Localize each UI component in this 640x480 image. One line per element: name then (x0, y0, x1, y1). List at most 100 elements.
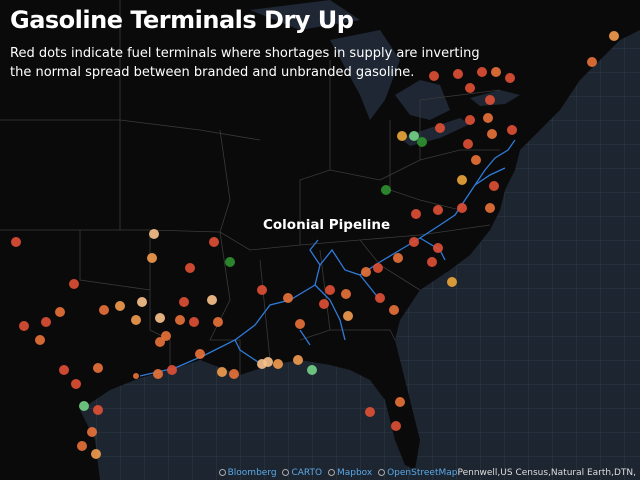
terminal-dot (225, 257, 235, 267)
terminal-dot (409, 237, 419, 247)
terminal-dot (35, 335, 45, 345)
terminal-dot (365, 407, 375, 417)
terminal-dot (373, 263, 383, 273)
terminal-dot (433, 205, 443, 215)
terminal-dot (489, 181, 499, 191)
terminal-dot (491, 67, 501, 77)
terminal-dot (465, 115, 475, 125)
terminal-dot (397, 131, 407, 141)
terminal-dot (325, 285, 335, 295)
terminal-dot (381, 185, 391, 195)
terminal-dot (391, 421, 401, 431)
terminal-dot (41, 317, 51, 327)
terminal-dot (341, 289, 351, 299)
terminal-dot (487, 129, 497, 139)
terminal-dot (11, 237, 21, 247)
terminal-dot (507, 125, 517, 135)
terminal-dot (361, 267, 371, 277)
terminal-dot (389, 305, 399, 315)
terminal-dot (319, 299, 329, 309)
terminal-dot (375, 293, 385, 303)
terminal-dot (149, 229, 159, 239)
terminal-dot (307, 365, 317, 375)
terminal-dot (411, 209, 421, 219)
terminal-dot (153, 369, 163, 379)
terminal-dot (77, 441, 87, 451)
terminal-dot (463, 139, 473, 149)
terminal-dot (217, 367, 227, 377)
terminal-dot (505, 73, 515, 83)
terminal-dot (137, 297, 147, 307)
terminal-dot (229, 369, 239, 379)
terminal-dot (99, 305, 109, 315)
terminal-dot (273, 359, 283, 369)
terminal-dot (457, 203, 467, 213)
terminal-dot (209, 237, 219, 247)
terminal-dot (195, 349, 205, 359)
info-icon (218, 469, 226, 476)
attribution-link[interactable]: Bloomberg (227, 468, 277, 478)
info-icon (327, 469, 335, 476)
terminal-dot (175, 315, 185, 325)
subtitle: Red dots indicate fuel terminals where s… (10, 46, 480, 80)
terminal-dot (185, 263, 195, 273)
terminal-dot (87, 427, 97, 437)
terminal-dot (417, 137, 427, 147)
terminal-dot (133, 373, 139, 379)
info-icon (378, 469, 386, 476)
terminal-dot (447, 277, 457, 287)
terminal-dot (295, 319, 305, 329)
terminal-dot (395, 397, 405, 407)
terminal-dot (433, 243, 443, 253)
attribution-text: Pennwell,US Census,Natural Earth,DTN, (457, 468, 636, 478)
terminal-dot (427, 257, 437, 267)
terminal-dot (257, 285, 267, 295)
terminal-dot (609, 31, 619, 41)
terminal-dot (471, 155, 481, 165)
terminal-dot (93, 363, 103, 373)
attribution-link[interactable]: CARTO (291, 468, 323, 478)
terminal-dot (19, 321, 29, 331)
terminal-dot (167, 365, 177, 375)
terminal-dot (59, 365, 69, 375)
terminal-dot (207, 295, 217, 305)
terminal-dot (457, 175, 467, 185)
terminal-dot (115, 301, 125, 311)
map-label: Colonial Pipeline (263, 217, 391, 233)
terminal-dot (189, 317, 199, 327)
terminal-dot (69, 279, 79, 289)
terminal-dot (393, 253, 403, 263)
terminal-dot (155, 337, 165, 347)
terminal-dot (213, 317, 223, 327)
terminal-dot (429, 71, 439, 81)
terminal-dot (283, 293, 293, 303)
terminal-dot (257, 359, 267, 369)
terminal-dot (587, 57, 597, 67)
terminals (11, 31, 619, 459)
attribution: Bloomberg CARTO Mapbox OpenStreetMapPenn… (218, 468, 636, 478)
terminal-dot (409, 131, 419, 141)
attribution-link[interactable]: Mapbox (336, 468, 373, 478)
title: Gasoline Terminals Dry Up (10, 6, 354, 34)
terminal-dot (483, 113, 493, 123)
terminal-dot (55, 307, 65, 317)
terminal-dot (79, 401, 89, 411)
attribution-link[interactable]: OpenStreetMap (387, 468, 458, 478)
terminal-dot (155, 313, 165, 323)
terminal-dot (343, 311, 353, 321)
terminal-dot (485, 95, 495, 105)
terminal-dot (465, 83, 475, 93)
terminal-dot (435, 123, 445, 133)
terminal-dot (131, 315, 141, 325)
terminal-dot (93, 405, 103, 415)
terminal-dot (91, 449, 101, 459)
terminal-dot (453, 69, 463, 79)
terminal-dot (485, 203, 495, 213)
terminal-dot (71, 379, 81, 389)
terminal-dot (147, 253, 157, 263)
terminal-dot (477, 67, 487, 77)
info-icon (282, 469, 290, 476)
terminal-dot (293, 355, 303, 365)
